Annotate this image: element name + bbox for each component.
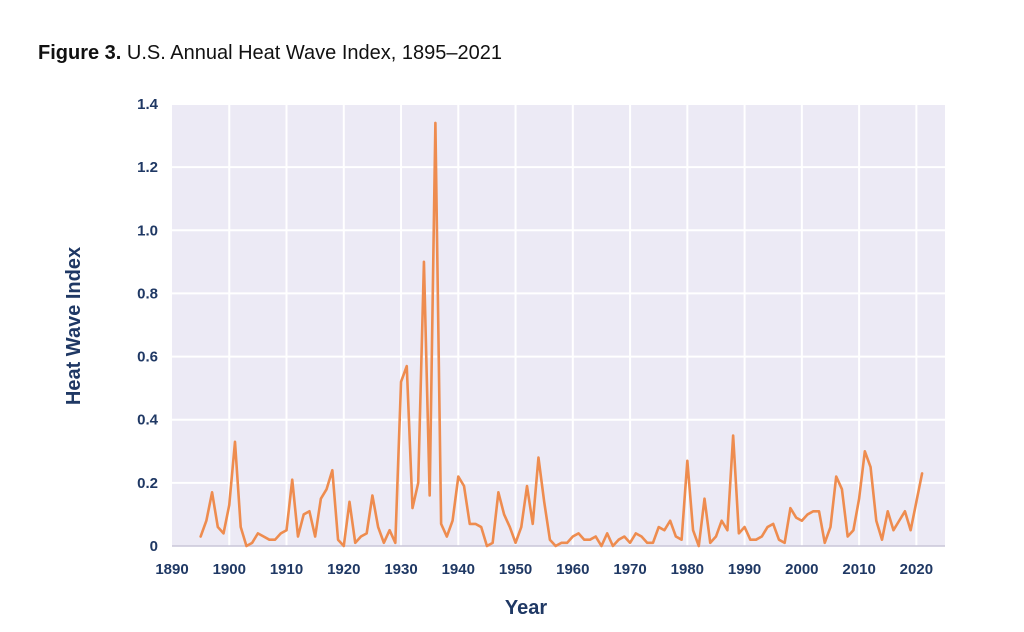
x-tick-label: 1940 xyxy=(442,561,475,578)
x-tick-label: 1950 xyxy=(499,561,532,578)
x-tick-label: 1920 xyxy=(327,561,360,578)
x-tick-label: 2020 xyxy=(900,561,933,578)
figure-title-text: U.S. Annual Heat Wave Index, 1895–2021 xyxy=(126,42,502,64)
y-tick-label: 0.4 xyxy=(137,412,159,429)
figure-title: Figure 3. U.S. Annual Heat Wave Index, 1… xyxy=(38,42,502,65)
x-tick-label: 1890 xyxy=(155,561,188,578)
x-tick-label: 1970 xyxy=(613,561,646,578)
plot-area xyxy=(172,104,945,546)
x-tick-label: 1930 xyxy=(384,561,417,578)
x-axis-title: Year xyxy=(505,597,547,619)
x-tick-label: 1910 xyxy=(270,561,303,578)
x-tick-label: 2010 xyxy=(842,561,875,578)
x-tick-label: 1980 xyxy=(671,561,704,578)
figure-number: Figure 3. xyxy=(38,42,122,64)
x-tick-label: 1960 xyxy=(556,561,589,578)
y-tick-label: 1.2 xyxy=(137,159,158,176)
y-tick-label: 1.0 xyxy=(137,222,158,239)
y-tick-label: 0.6 xyxy=(137,349,158,366)
x-tick-label: 2000 xyxy=(785,561,818,578)
y-tick-label: 1.4 xyxy=(137,96,159,113)
y-tick-label: 0.2 xyxy=(137,475,158,492)
y-tick-label: 0 xyxy=(150,538,158,555)
x-tick-label: 1990 xyxy=(728,561,761,578)
heat-wave-index-line xyxy=(199,121,924,548)
x-tick-label: 1900 xyxy=(213,561,246,578)
y-axis-title: Heat Wave Index xyxy=(63,247,85,405)
y-tick-label: 0.8 xyxy=(137,285,158,302)
